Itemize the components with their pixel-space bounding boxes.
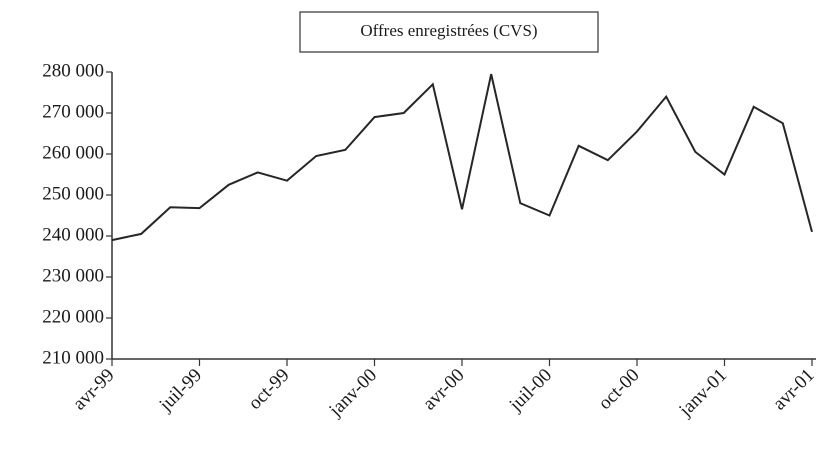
x-tick-label: oct-99: [244, 365, 293, 414]
chart-title: Offres enregistrées (CVS): [360, 21, 537, 40]
x-tick-label: janv-00: [325, 365, 382, 422]
x-tick-label: avr-01: [769, 365, 816, 415]
y-tick-label: 270 000: [42, 101, 104, 122]
x-tick-label: oct-00: [594, 365, 643, 414]
x-tick-label: juil-00: [505, 365, 556, 416]
line-series: [111, 73, 813, 242]
y-tick-label: 220 000: [42, 306, 104, 327]
x-tick-label: avr-99: [69, 365, 119, 415]
title-box: [299, 11, 599, 53]
y-tick-label: 260 000: [42, 142, 104, 163]
y-tick-label: 250 000: [42, 183, 104, 204]
y-tick-label: 280 000: [42, 60, 104, 81]
x-tick-label: janv-01: [675, 365, 732, 422]
x-tick-label: juil-99: [155, 365, 206, 416]
y-tick-label: 210 000: [42, 347, 104, 368]
x-tick-label: avr-00: [419, 365, 469, 415]
y-tick-label: 230 000: [42, 265, 104, 286]
y-tick-label: 240 000: [42, 224, 104, 245]
